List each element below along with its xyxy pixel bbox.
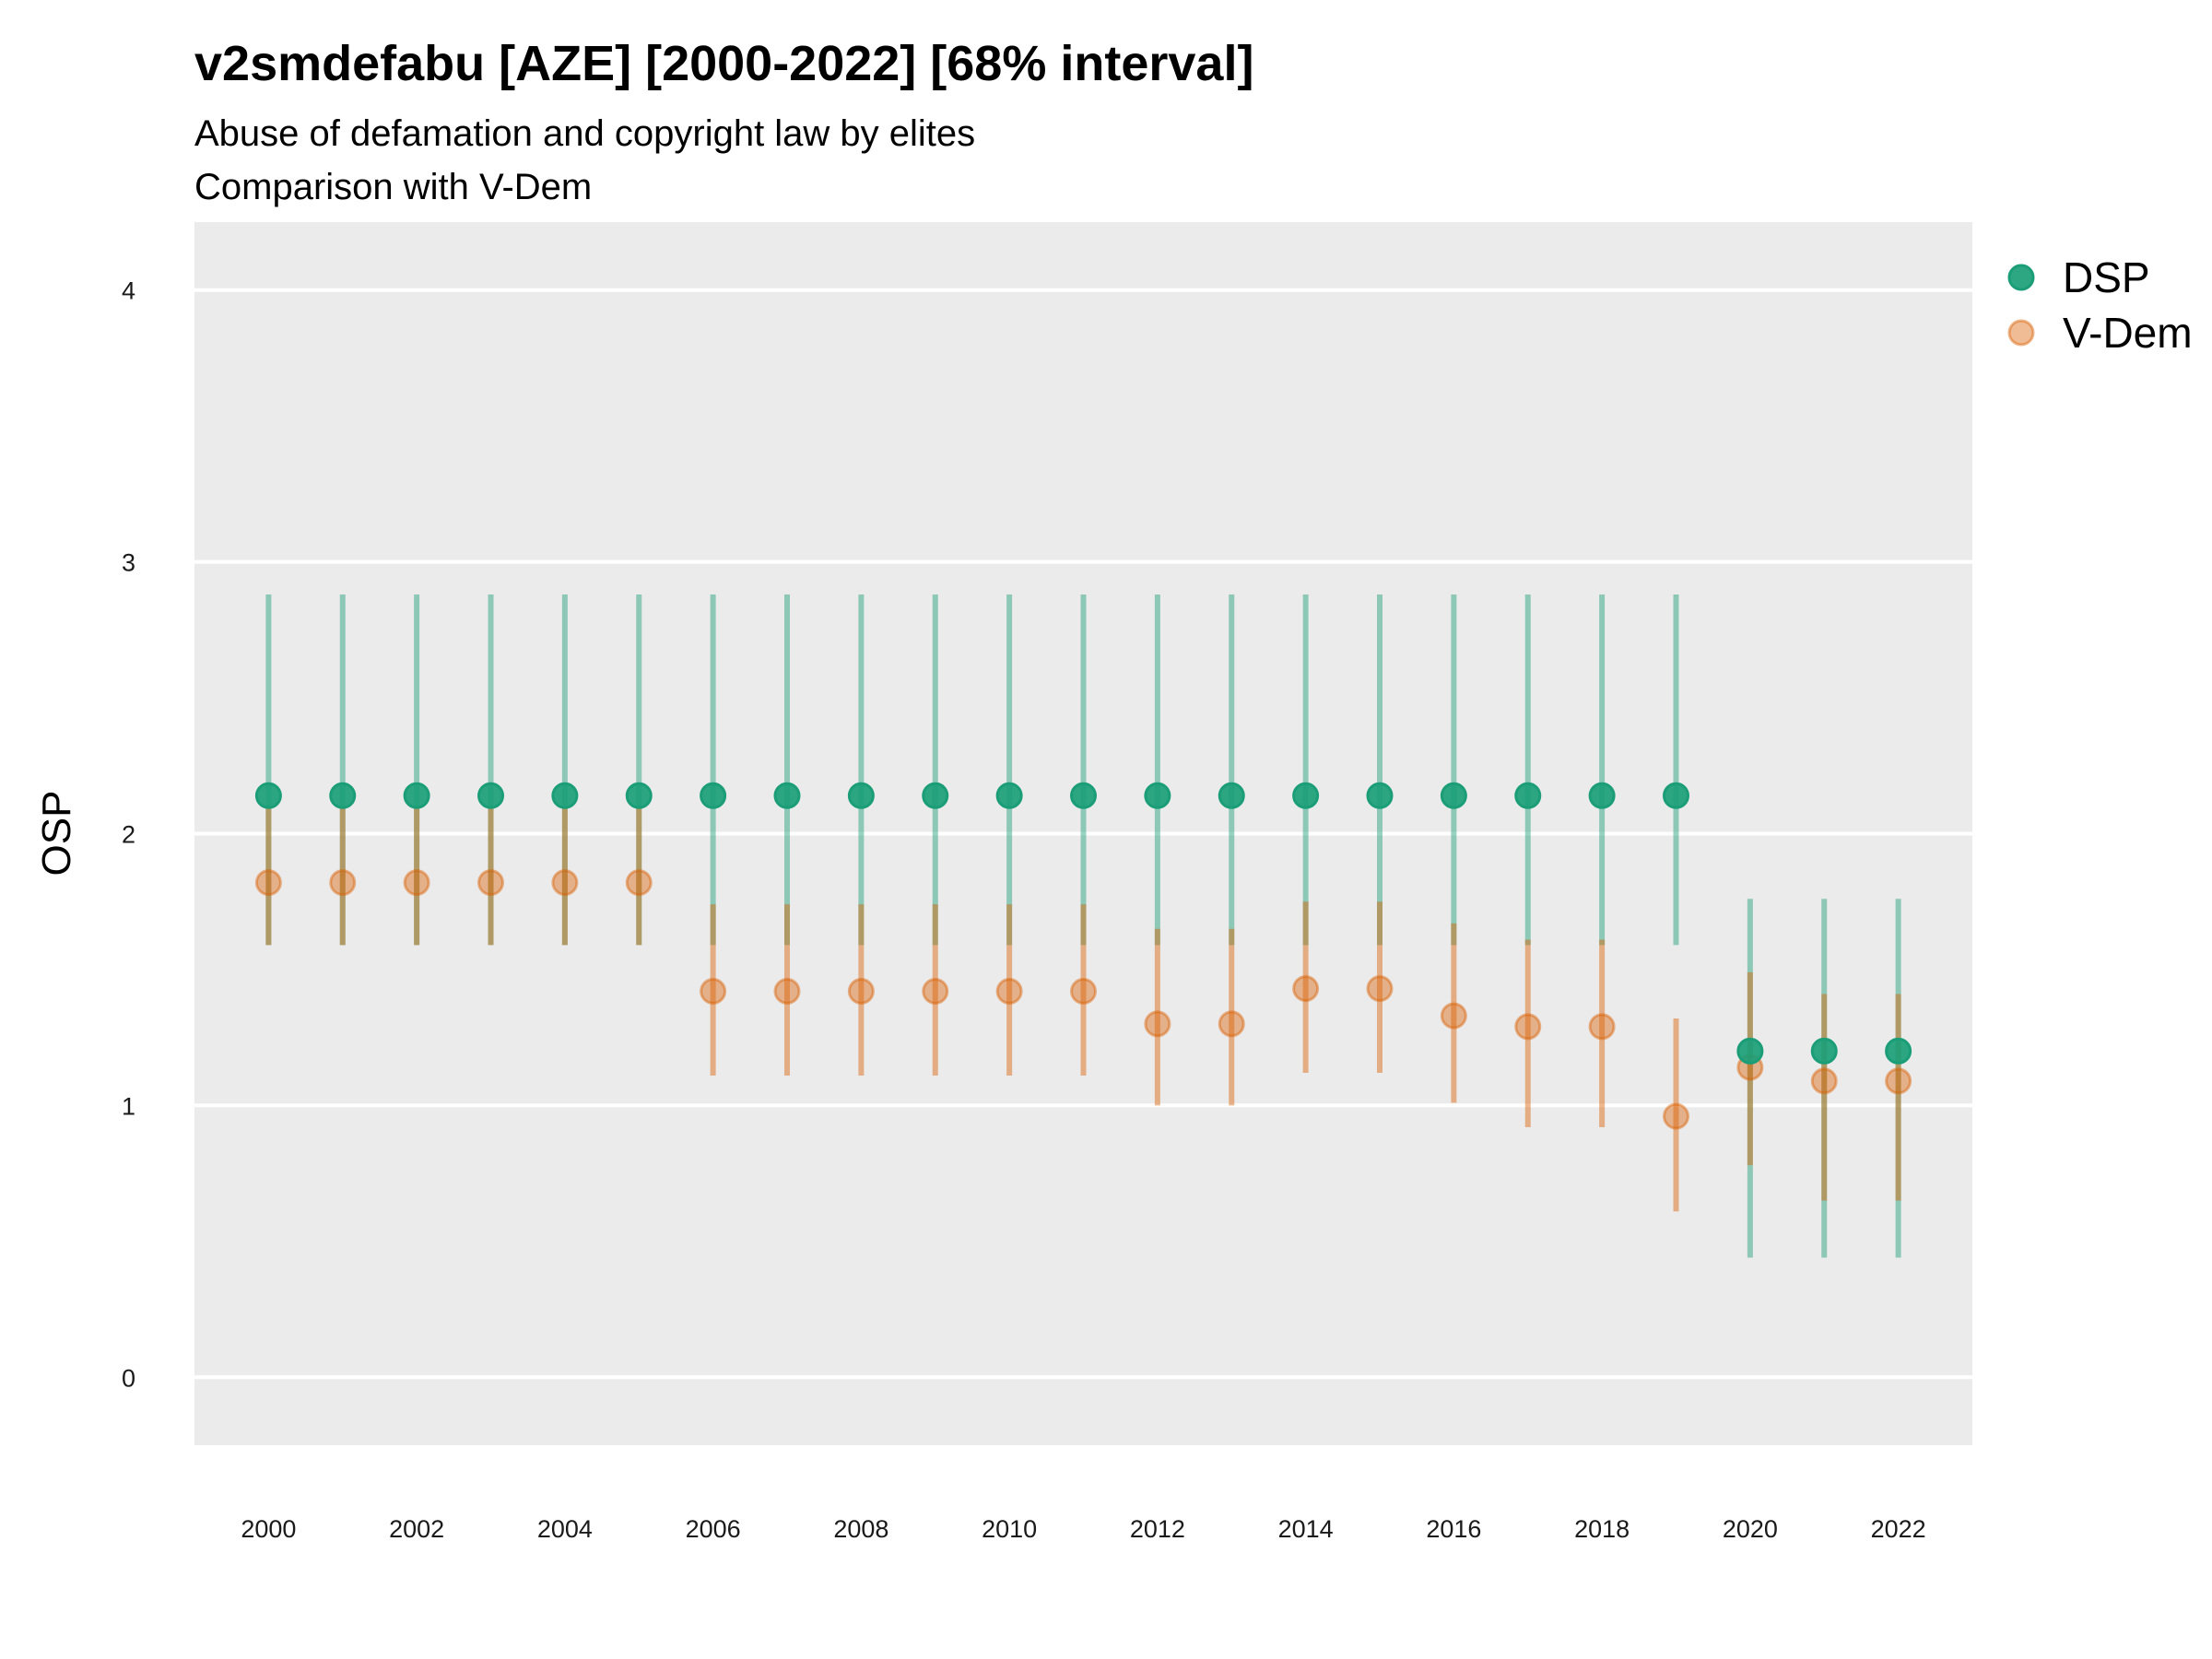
v-dem-point xyxy=(403,869,430,897)
v-dem-point xyxy=(1810,1067,1838,1095)
x-tick-label: 2006 xyxy=(686,1515,741,1543)
v-dem-point xyxy=(254,869,282,897)
dsp-point xyxy=(1366,782,1394,809)
dsp-point xyxy=(1885,1037,1912,1065)
dsp-point xyxy=(1070,782,1097,809)
v-dem-point xyxy=(1440,1002,1467,1030)
y-axis-ticks: 0 1 2 3 4 xyxy=(122,277,135,1393)
v-dem-point xyxy=(1070,978,1097,1006)
v-dem-point xyxy=(1885,1067,1912,1095)
x-tick-label: 2020 xyxy=(1723,1515,1778,1543)
v-dem-point xyxy=(1514,1013,1542,1041)
x-tick-label: 2022 xyxy=(1871,1515,1926,1543)
dsp-point xyxy=(995,782,1023,809)
dsp-point xyxy=(1514,782,1542,809)
x-tick-label: 2002 xyxy=(389,1515,444,1543)
dsp-point xyxy=(477,782,504,809)
v-dem-point xyxy=(477,869,504,897)
v-dem-point xyxy=(700,978,727,1006)
x-tick-label: 2016 xyxy=(1426,1515,1481,1543)
x-tick-label: 2010 xyxy=(982,1515,1037,1543)
dsp-point xyxy=(700,782,727,809)
y-axis-title: OSP xyxy=(34,791,79,877)
v-dem-point xyxy=(1218,1010,1245,1038)
dsp-point xyxy=(1810,1037,1838,1065)
dsp-point xyxy=(625,782,653,809)
v-dem-point xyxy=(551,869,579,897)
dsp-point xyxy=(403,782,430,809)
x-tick-label: 2014 xyxy=(1278,1515,1334,1543)
legend: DSP V-Dem xyxy=(2007,253,2193,357)
v-dem-point xyxy=(1366,975,1394,1003)
x-axis-ticks: 2000 2002 2004 2006 2008 2010 2012 2014 2016 2018… xyxy=(241,1515,1925,1543)
y-tick-label: 1 xyxy=(122,1092,135,1120)
x-tick-label: 2018 xyxy=(1574,1515,1630,1543)
subtitle-line-2: Comparison with V-Dem xyxy=(194,167,593,207)
v-dem-point xyxy=(329,869,357,897)
v-dem-point xyxy=(1663,1102,1689,1130)
v-dem-point xyxy=(1588,1013,1616,1041)
dsp-point xyxy=(847,782,875,809)
y-tick-label: 2 xyxy=(122,821,135,849)
x-tick-label: 2004 xyxy=(537,1515,593,1543)
dsp-point xyxy=(1144,782,1171,809)
dsp-point xyxy=(254,782,282,809)
v-dem-point xyxy=(995,978,1023,1006)
x-tick-label: 2000 xyxy=(241,1515,296,1543)
interval-bars xyxy=(265,594,1901,1258)
x-tick-label: 2012 xyxy=(1130,1515,1185,1543)
dsp-point xyxy=(329,782,357,809)
chart-title: v2smdefabu [AZE] [2000-2022] [68% interv… xyxy=(194,36,1254,91)
v-dem-point xyxy=(625,869,653,897)
estimate-points xyxy=(254,782,1912,1130)
dsp-point xyxy=(1663,782,1689,809)
dsp-point xyxy=(1292,782,1320,809)
dsp-point xyxy=(1736,1037,1764,1065)
dsp-point xyxy=(773,782,801,809)
dsp-point xyxy=(551,782,579,809)
v-dem-point xyxy=(847,978,875,1006)
legend-label-v-dem: V-Dem xyxy=(2063,309,2193,357)
legend-swatch-v-dem xyxy=(2007,319,2035,347)
v-dem-point xyxy=(773,978,801,1006)
v-dem-point xyxy=(1144,1010,1171,1038)
dsp-point xyxy=(1440,782,1467,809)
chart-subtitle: Abuse of defamation and copyright law by… xyxy=(194,107,975,214)
y-tick-label: 3 xyxy=(122,549,135,577)
subtitle-line-1: Abuse of defamation and copyright law by… xyxy=(194,113,976,154)
dsp-point xyxy=(1218,782,1245,809)
gridlines xyxy=(194,288,1972,1380)
y-tick-label: 4 xyxy=(122,277,135,305)
v-dem-point xyxy=(922,978,949,1006)
legend-label-dsp: DSP xyxy=(2063,253,2150,301)
v-dem-point xyxy=(1292,975,1320,1003)
dsp-point xyxy=(922,782,949,809)
x-tick-label: 2008 xyxy=(833,1515,888,1543)
y-tick-label: 0 xyxy=(122,1364,135,1392)
legend-swatch-dsp xyxy=(2007,264,2035,291)
dsp-point xyxy=(1588,782,1616,809)
